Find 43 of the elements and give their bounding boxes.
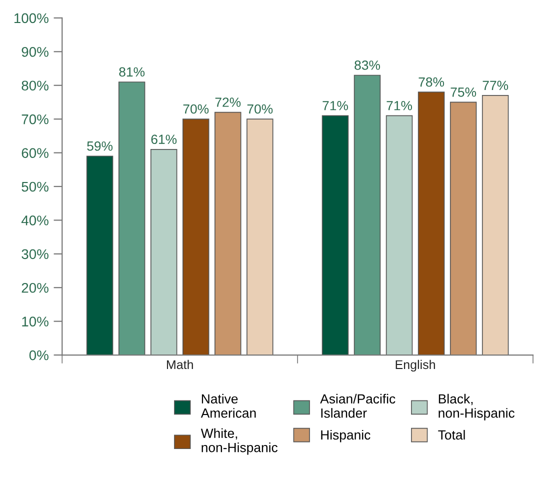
data-label: 78% xyxy=(418,77,444,87)
bar xyxy=(322,115,349,356)
y-tick-label: 40% xyxy=(21,216,48,226)
data-label: 61% xyxy=(151,134,177,144)
legend-label: Hispanic xyxy=(321,430,370,442)
bar xyxy=(86,156,114,356)
y-tick-label: 0% xyxy=(29,350,48,360)
bar xyxy=(214,112,242,356)
bar xyxy=(354,74,381,356)
data-label: 59% xyxy=(87,141,113,151)
y-tick-label: 80% xyxy=(22,80,48,91)
bar xyxy=(182,118,210,356)
bar xyxy=(246,118,274,356)
data-label: 75% xyxy=(450,88,476,97)
data-label: 71% xyxy=(386,101,412,110)
legend-label: Asian/Pacific Islander xyxy=(320,394,396,418)
x-tick-label: English xyxy=(396,360,435,372)
bar xyxy=(150,148,178,356)
legend-label: Total xyxy=(438,430,465,440)
data-label: 70% xyxy=(183,104,209,114)
bar xyxy=(450,102,477,356)
data-label: 77% xyxy=(482,80,508,90)
y-tick-label: 100% xyxy=(14,13,48,24)
y-tick-label: 70% xyxy=(22,114,48,124)
legend-label: Native American xyxy=(200,394,256,418)
x-tick-label: Math xyxy=(166,360,193,370)
data-label: 81% xyxy=(119,67,145,77)
legend-label: White, non-Hispanic xyxy=(200,428,278,455)
bar xyxy=(418,92,445,356)
y-tick-label: 20% xyxy=(22,282,48,293)
legend-label: Black, non-Hispanic xyxy=(438,394,514,420)
y-tick-label: 10% xyxy=(22,316,48,326)
y-tick-label: 90% xyxy=(22,46,48,57)
data-label: 83% xyxy=(354,60,380,70)
data-label: 72% xyxy=(215,98,241,107)
bar xyxy=(386,115,413,356)
data-label: 70% xyxy=(247,104,273,114)
bar xyxy=(482,95,509,356)
y-tick-label: 50% xyxy=(22,182,48,192)
y-tick-label: 30% xyxy=(22,249,48,260)
bar xyxy=(118,82,146,356)
data-label: 71% xyxy=(322,101,348,110)
y-tick-label: 60% xyxy=(22,148,48,158)
